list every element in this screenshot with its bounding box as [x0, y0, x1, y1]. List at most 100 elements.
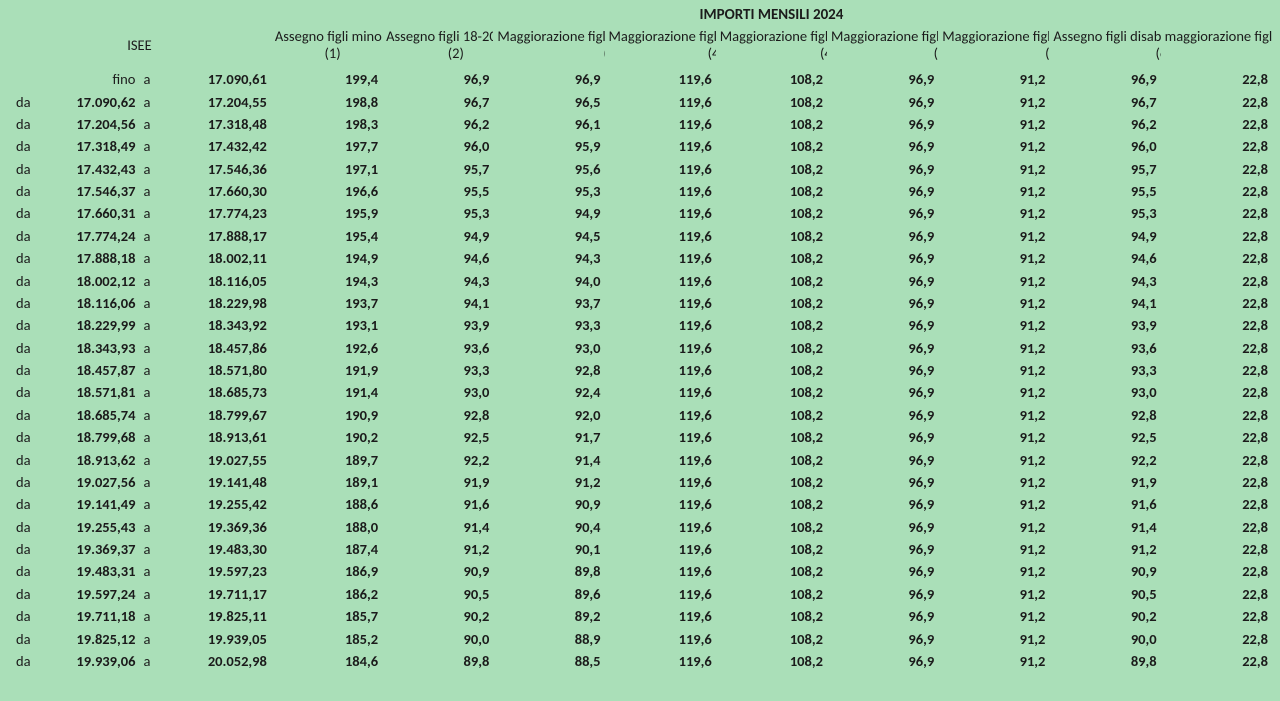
range-da: da — [8, 158, 41, 180]
range-a: a — [139, 158, 164, 180]
value-cell: 92,8 — [493, 359, 604, 381]
range-da: da — [8, 113, 41, 135]
table-row: da19.597,24a19.711,17186,290,589,6119,61… — [8, 583, 1272, 605]
value-cell: 119,6 — [605, 650, 716, 672]
range-from: 17.888,18 — [41, 247, 140, 269]
table-head: IMPORTI MENSILI 2024 ISEE Assegno figli … — [8, 4, 1272, 68]
value-cell: 22,8 — [1161, 381, 1272, 403]
value-cell: 91,2 — [938, 583, 1049, 605]
value-cell: 94,3 — [1049, 269, 1160, 291]
range-to: 19.825,11 — [165, 605, 271, 627]
range-to: 17.204,55 — [165, 90, 271, 112]
range-from: 17.432,43 — [41, 158, 140, 180]
range-da: da — [8, 583, 41, 605]
value-cell: 95,3 — [382, 202, 493, 224]
range-da: da — [8, 381, 41, 403]
value-cell: 108,2 — [716, 605, 827, 627]
value-cell: 96,9 — [827, 605, 938, 627]
value-cell: 108,2 — [716, 180, 827, 202]
range-to: 19.483,30 — [165, 538, 271, 560]
range-da: da — [8, 448, 41, 470]
value-cell: 94,5 — [493, 225, 604, 247]
range-to: 19.711,17 — [165, 583, 271, 605]
value-cell: 119,6 — [605, 269, 716, 291]
value-cell: 22,8 — [1161, 247, 1272, 269]
value-cell: 185,2 — [271, 627, 382, 649]
value-cell: 91,2 — [938, 471, 1049, 493]
value-cell: 90,2 — [1049, 605, 1160, 627]
value-cell: 191,4 — [271, 381, 382, 403]
table-row: da17.318,49a17.432,42197,796,095,9119,61… — [8, 135, 1272, 157]
value-cell: 92,8 — [382, 404, 493, 426]
value-cell: 108,2 — [716, 493, 827, 515]
range-to: 20.052,98 — [165, 650, 271, 672]
value-cell: 96,5 — [493, 90, 604, 112]
range-da: da — [8, 493, 41, 515]
table-row: da18.913,62a19.027,55189,792,291,4119,61… — [8, 448, 1272, 470]
value-cell: 91,4 — [1049, 516, 1160, 538]
value-cell: 89,2 — [493, 605, 604, 627]
value-cell: 91,2 — [938, 493, 1049, 515]
col-header-4-1: Maggiorazione figli non autosufficienti(… — [605, 26, 716, 68]
value-cell: 22,8 — [1161, 180, 1272, 202]
value-cell: 96,9 — [827, 516, 938, 538]
value-cell: 96,9 — [827, 225, 938, 247]
value-cell: 108,2 — [716, 583, 827, 605]
range-from: 19.141,49 — [41, 493, 140, 515]
range-to: 17.432,42 — [165, 135, 271, 157]
value-cell: 119,6 — [605, 516, 716, 538]
value-cell: 119,6 — [605, 158, 716, 180]
range-from: 19.483,31 — [41, 560, 140, 582]
table-row: da19.027,56a19.141,48189,191,991,2119,61… — [8, 471, 1272, 493]
super-header: IMPORTI MENSILI 2024 — [271, 4, 1272, 26]
value-cell: 94,0 — [493, 269, 604, 291]
value-cell: 91,2 — [382, 538, 493, 560]
value-cell: 191,9 — [271, 359, 382, 381]
value-cell: 119,6 — [605, 247, 716, 269]
range-from: 19.255,43 — [41, 516, 140, 538]
value-cell: 96,9 — [827, 135, 938, 157]
value-cell: 91,7 — [493, 426, 604, 448]
range-a: a — [139, 426, 164, 448]
value-cell: 22,8 — [1161, 404, 1272, 426]
range-from: 18.229,99 — [41, 314, 140, 336]
value-cell: 96,9 — [827, 180, 938, 202]
value-cell: 91,2 — [1049, 538, 1160, 560]
value-cell: 108,2 — [716, 516, 827, 538]
table-row: da17.774,24a17.888,17195,494,994,5119,61… — [8, 225, 1272, 247]
table-row: da19.141,49a19.255,42188,691,690,9119,61… — [8, 493, 1272, 515]
value-cell: 91,2 — [938, 627, 1049, 649]
value-cell: 193,7 — [271, 292, 382, 314]
value-cell: 96,9 — [827, 68, 938, 90]
value-cell: 94,6 — [1049, 247, 1160, 269]
value-cell: 196,6 — [271, 180, 382, 202]
value-cell: 92,2 — [1049, 448, 1160, 470]
value-cell: 188,6 — [271, 493, 382, 515]
range-a: a — [139, 381, 164, 403]
value-cell: 108,2 — [716, 538, 827, 560]
value-cell: 95,3 — [493, 180, 604, 202]
range-from: 18.002,12 — [41, 269, 140, 291]
value-cell: 119,6 — [605, 493, 716, 515]
value-cell: 92,4 — [493, 381, 604, 403]
value-cell: 22,8 — [1161, 627, 1272, 649]
table-row: da17.204,56a17.318,48198,396,296,1119,61… — [8, 113, 1272, 135]
value-cell: 189,1 — [271, 471, 382, 493]
value-cell: 189,7 — [271, 448, 382, 470]
value-cell: 119,6 — [605, 471, 716, 493]
range-da: da — [8, 650, 41, 672]
range-da — [8, 68, 41, 90]
value-cell: 108,2 — [716, 90, 827, 112]
value-cell: 91,2 — [938, 202, 1049, 224]
value-cell: 95,6 — [493, 158, 604, 180]
value-cell: 93,9 — [1049, 314, 1160, 336]
range-da: da — [8, 560, 41, 582]
range-a: a — [139, 314, 164, 336]
range-from: 17.090,62 — [41, 90, 140, 112]
value-cell: 108,2 — [716, 337, 827, 359]
value-cell: 108,2 — [716, 292, 827, 314]
range-a: a — [139, 247, 164, 269]
range-a: a — [139, 90, 164, 112]
value-cell: 96,2 — [1049, 113, 1160, 135]
value-cell: 108,2 — [716, 359, 827, 381]
